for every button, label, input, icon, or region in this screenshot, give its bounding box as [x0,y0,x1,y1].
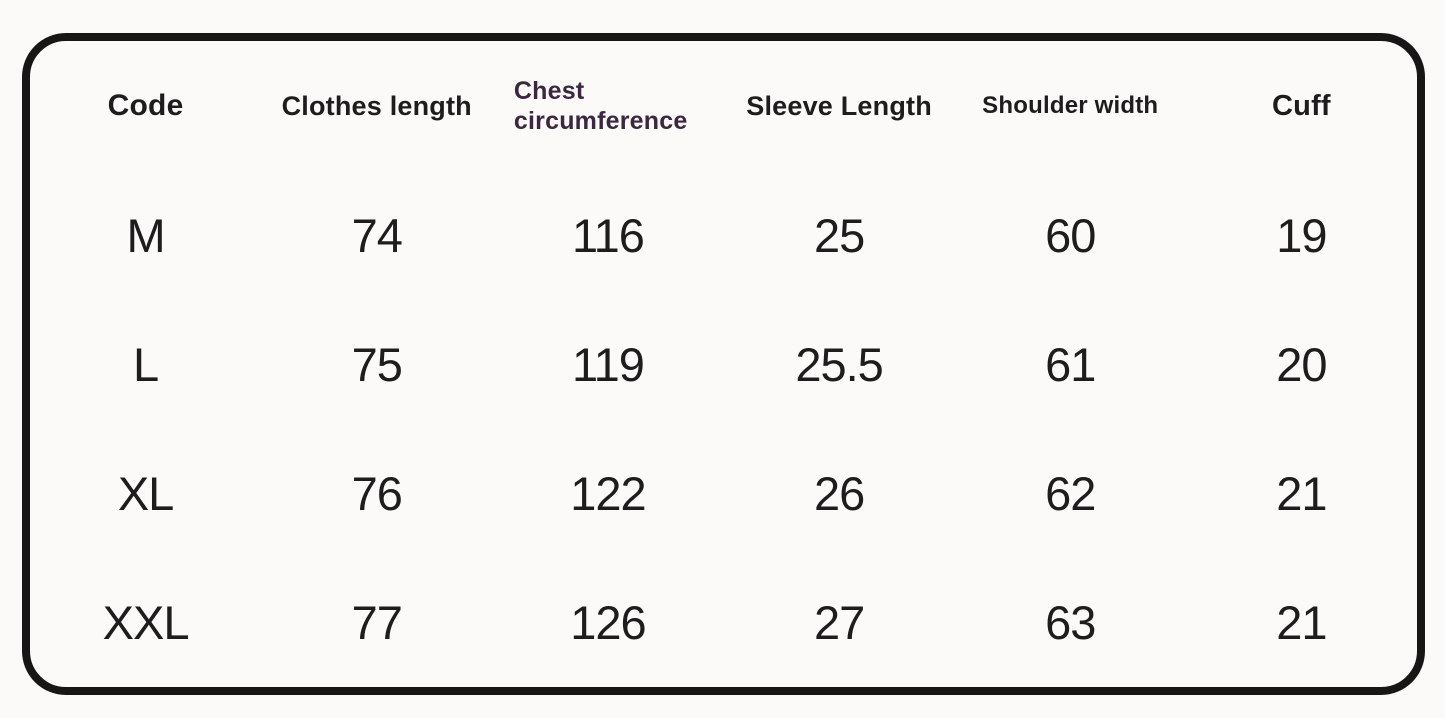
cuff-value: 21 [1276,596,1327,649]
chest-circumference-value: 119 [571,338,645,391]
size-code: M [126,209,166,262]
sleeve-length-value: 26 [813,467,865,520]
chest-circumference-value: 116 [571,209,645,262]
size-chart-frame: Code Clothes length Chest circumference … [22,33,1425,695]
size-code: L [133,338,159,391]
header-sleeve-length: Sleeve Length [746,90,932,121]
clothes-length-value: 75 [351,338,403,391]
cuff-value: 19 [1276,209,1327,262]
clothes-length-value: 76 [351,467,403,520]
sleeve-length-value: 25 [813,209,865,262]
sleeve-length-value: 27 [813,596,865,649]
chest-circumference-value: 126 [570,596,646,649]
size-code: XXL [102,596,190,649]
cuff-value: 21 [1276,467,1327,520]
sleeve-length-value: 25.5 [795,338,883,391]
size-chart-table: Code Clothes length Chest circumference … [30,41,1417,687]
clothes-length-value: 77 [351,596,403,649]
header-chest-circumference-label: Chest circumference [513,76,688,136]
cuff-value: 20 [1276,338,1327,391]
size-code: XL [117,467,175,520]
header-chest-circumference: Chest circumference [492,41,723,171]
header-cuff: Cuff [1272,89,1331,122]
header-clothes-length: Clothes length [281,90,472,121]
shoulder-width-value: 63 [1045,596,1096,649]
shoulder-width-value: 61 [1045,338,1096,391]
shoulder-width-value: 62 [1045,467,1096,520]
clothes-length-value: 74 [351,209,403,262]
header-shoulder-width: Shoulder width [982,92,1159,119]
shoulder-width-value: 60 [1045,209,1096,262]
chest-circumference-value: 122 [570,467,646,520]
header-code: Code [107,89,184,122]
